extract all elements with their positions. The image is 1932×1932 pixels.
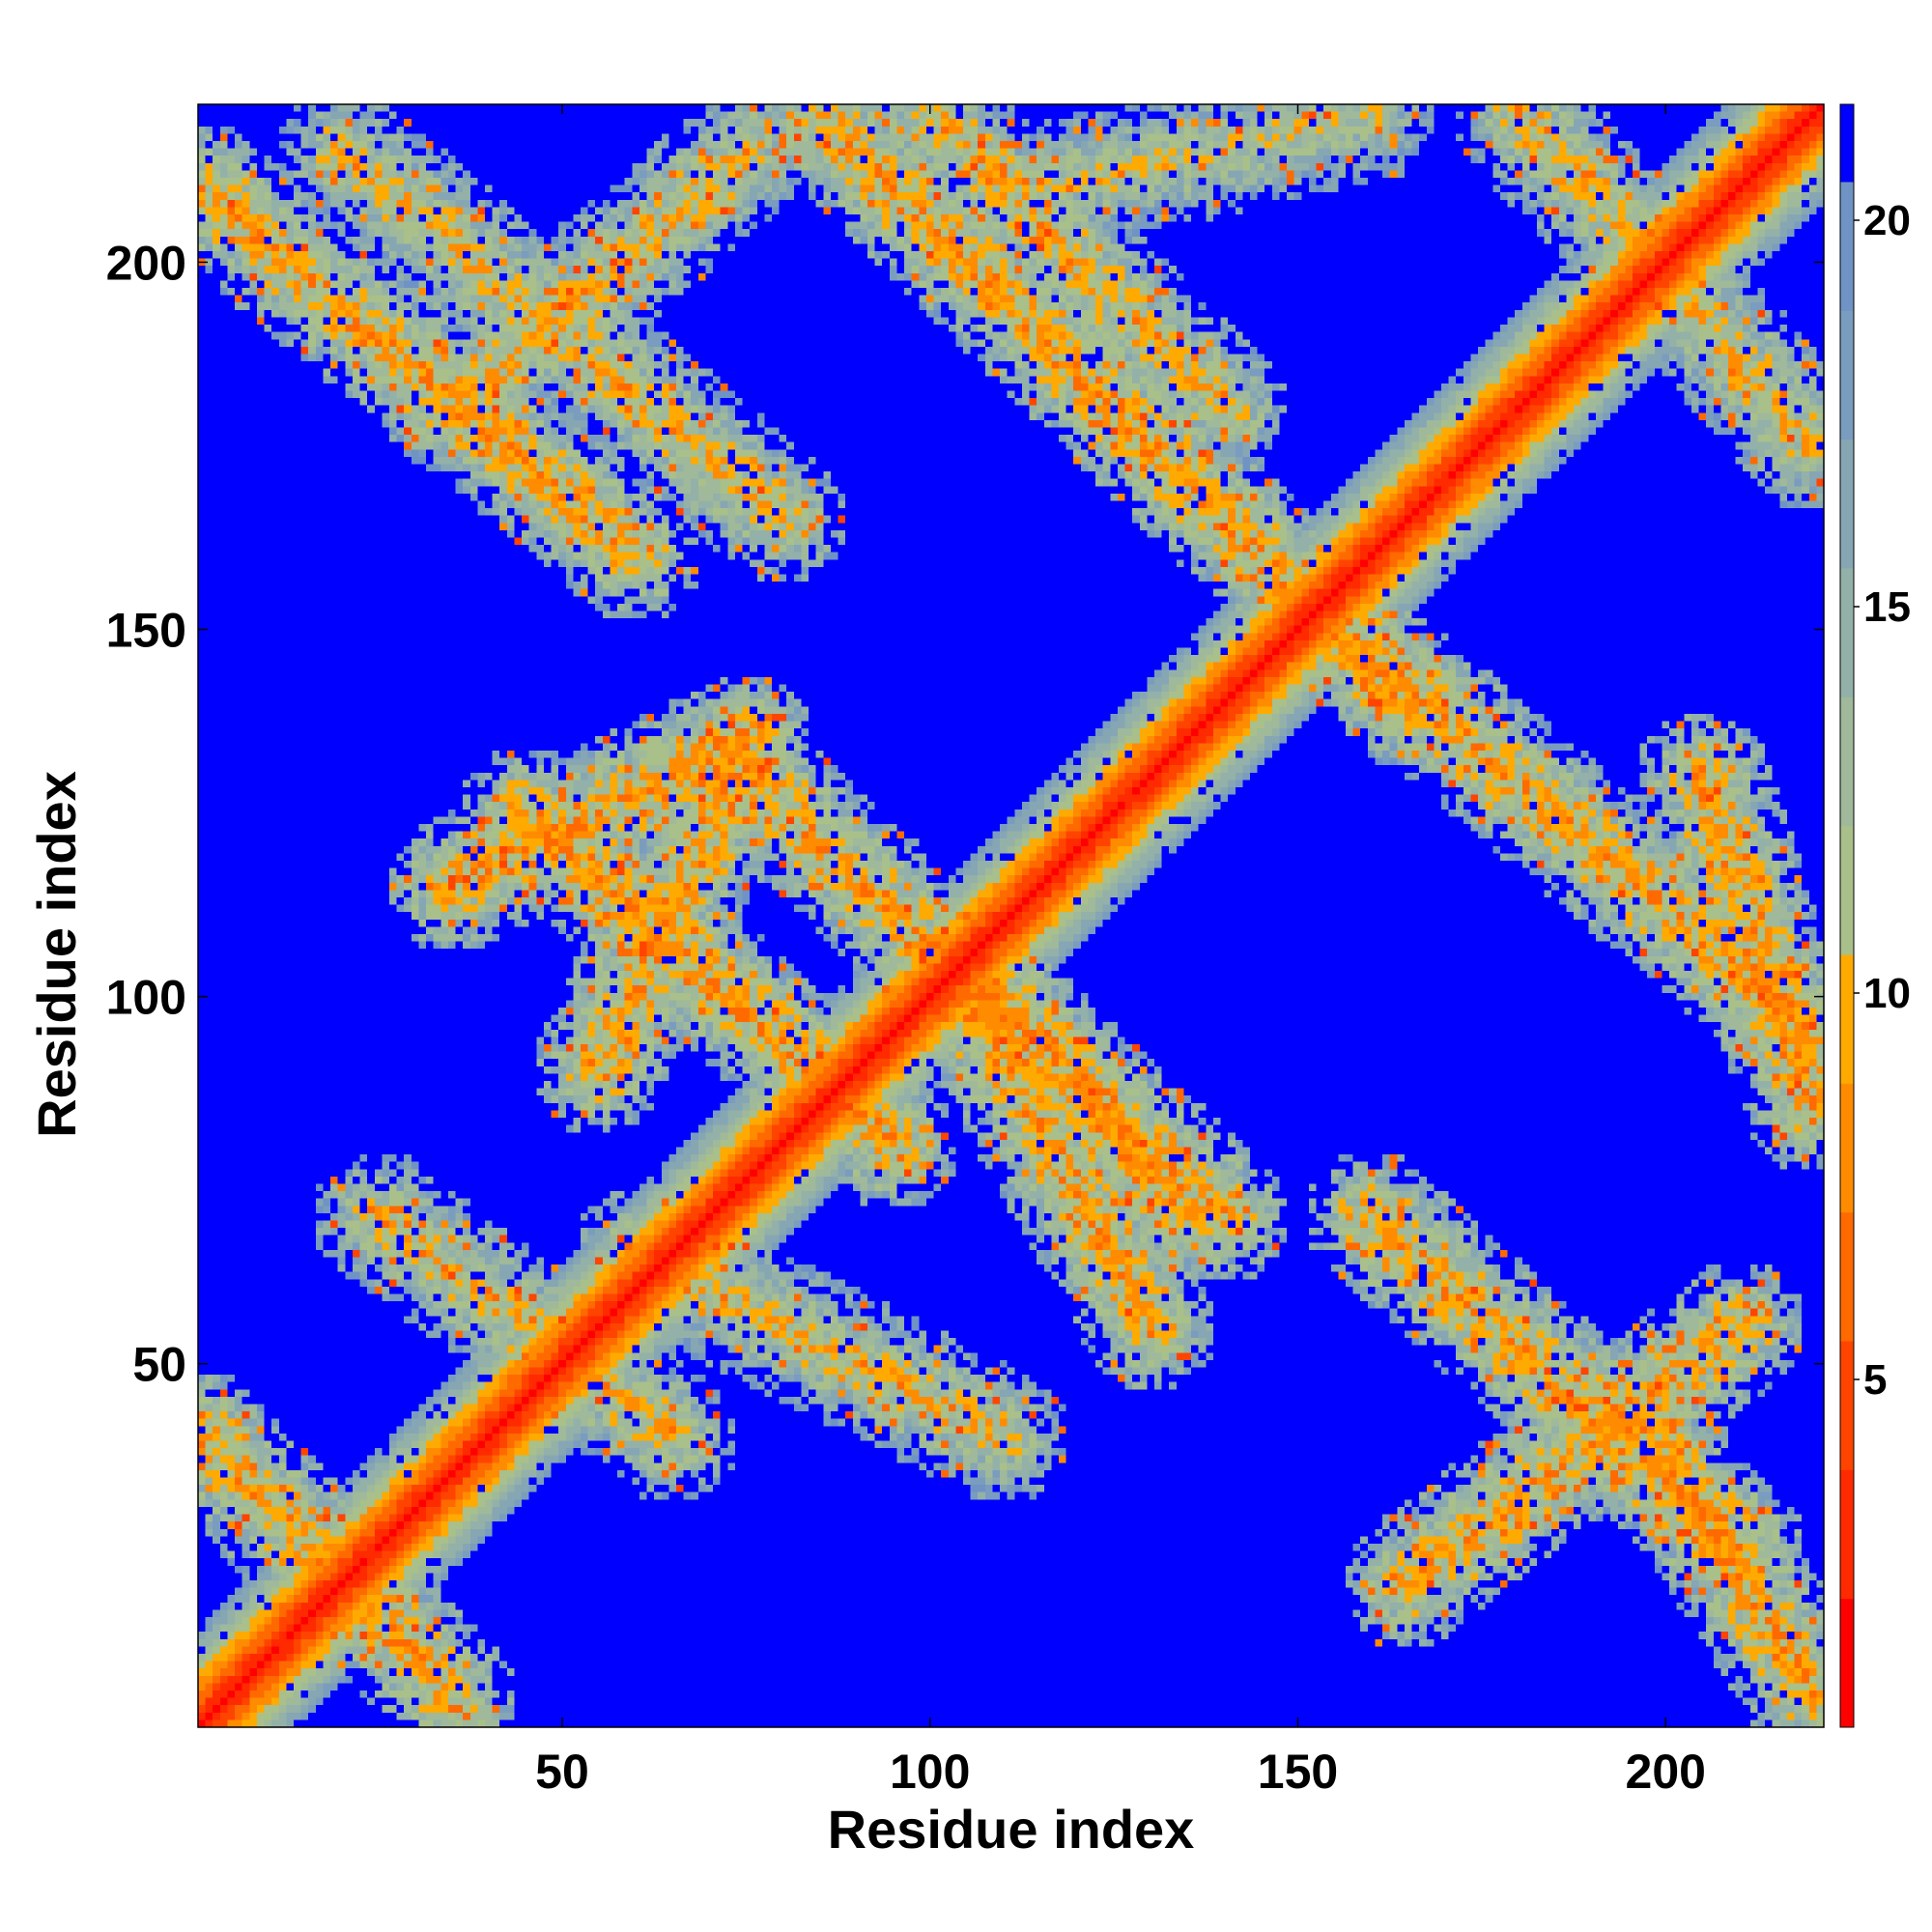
colorbar-segment	[1840, 1083, 1854, 1213]
colorbar: 5 10 15 20	[1839, 103, 1911, 1728]
colorbar-segment	[1840, 439, 1854, 569]
heatmap-cells	[198, 104, 1824, 1727]
colorbar-segment	[1840, 1341, 1854, 1470]
colorbar-tick-label: 15	[1863, 583, 1911, 631]
colorbar-segment	[1840, 825, 1854, 955]
y-axis-label: Residue index	[26, 771, 87, 1138]
colorbar-segment	[1840, 1598, 1854, 1728]
y-tick-label: 150	[106, 604, 186, 658]
colorbar-segment	[1840, 182, 1854, 311]
x-tick-label: 200	[1626, 1745, 1706, 1799]
x-axis: 50 100 150 200	[535, 104, 1706, 1799]
x-tick-label: 100	[890, 1745, 970, 1799]
heatmap	[198, 104, 1824, 1727]
colorbar-frame	[1839, 103, 1855, 1728]
colorbar-segment	[1840, 696, 1854, 827]
plot-frame	[197, 103, 1825, 1728]
x-tick-label: 50	[535, 1745, 589, 1799]
x-tick-label: 150	[1258, 1745, 1338, 1799]
colorbar-tick-label: 5	[1863, 1356, 1887, 1404]
colorbar-segment	[1840, 954, 1854, 1084]
colorbar-segment	[1840, 568, 1854, 697]
colorbar-segment	[1840, 1211, 1854, 1342]
colorbar-segment	[1840, 1469, 1854, 1600]
y-axis: 50 100 150 200	[106, 236, 1824, 1392]
y-tick-label: 100	[106, 971, 186, 1025]
colorbar-tick-label: 20	[1863, 197, 1911, 244]
colorbar-segment	[1840, 104, 1854, 183]
x-axis-label: Residue index	[828, 1799, 1195, 1860]
colorbar-segment	[1840, 310, 1854, 440]
y-tick-label: 50	[132, 1338, 186, 1392]
colorbar-tick-label: 10	[1863, 970, 1911, 1017]
y-tick-label: 200	[106, 236, 186, 290]
